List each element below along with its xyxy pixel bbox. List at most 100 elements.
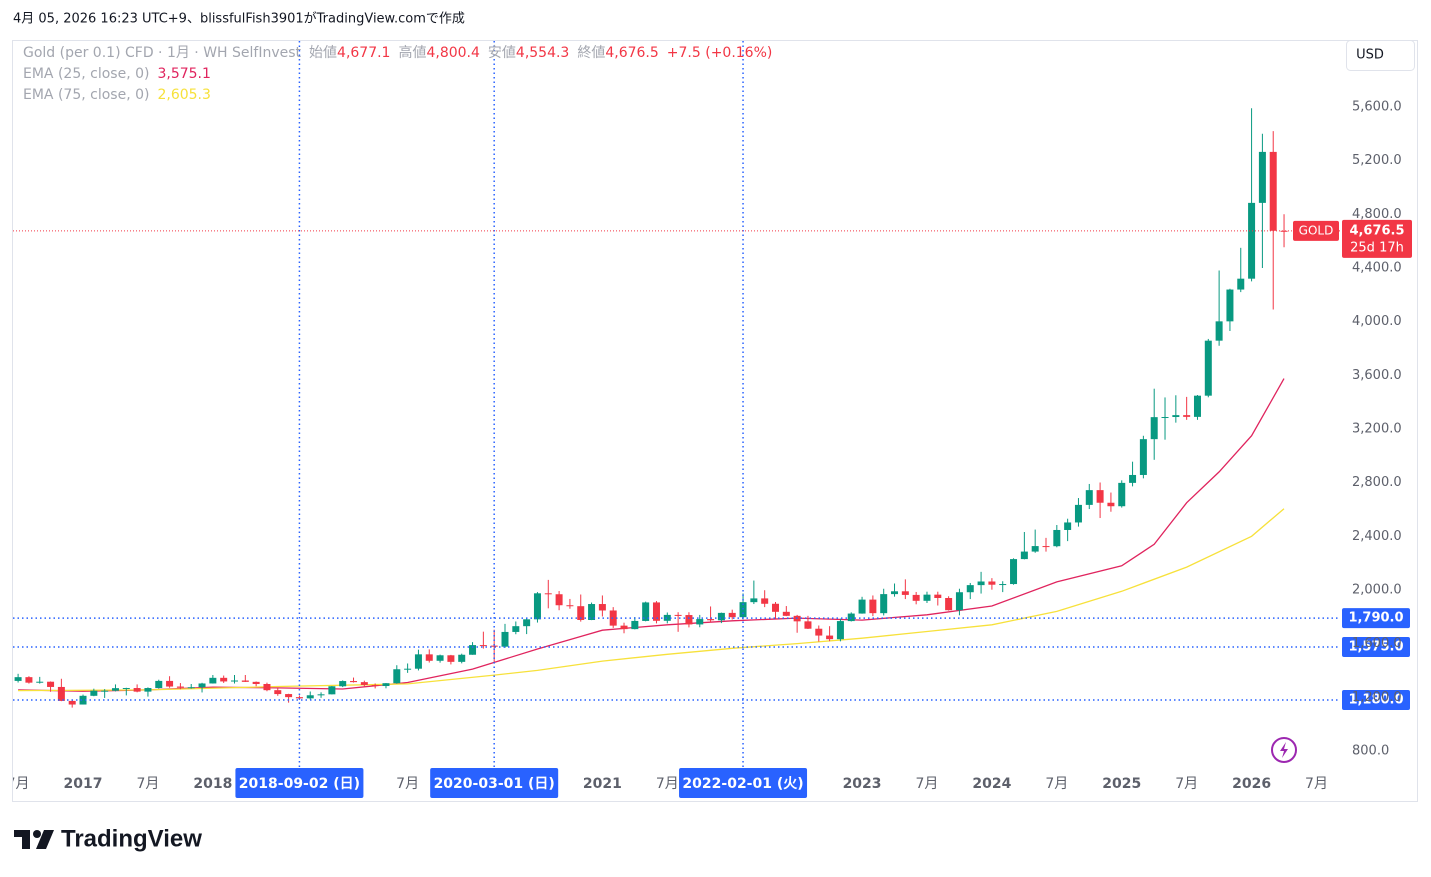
price-label: 1,790.0: [1348, 611, 1403, 626]
candle-body: [1269, 151, 1277, 231]
candle-body: [923, 594, 931, 601]
header: 4月 05, 2026 16:23 UTC+9、blissfulFish3901…: [13, 12, 465, 27]
candle-body: [231, 680, 238, 682]
candle-body: [674, 614, 682, 616]
date-label-box: [679, 768, 808, 798]
legend-row: EMA (75, close, 0) 2,605.3: [23, 87, 211, 103]
y-tick-label: 4,800.0: [1352, 207, 1402, 222]
price-label-box: [1342, 608, 1410, 629]
candle-body: [274, 690, 282, 695]
x-tick-label: 7月: [656, 776, 679, 792]
ema-line: [18, 378, 1285, 692]
candle-body: [588, 604, 596, 621]
x-tick-label: 2017: [64, 776, 103, 792]
candle-body: [988, 581, 996, 585]
candle-body: [57, 686, 65, 701]
candle-body: [295, 697, 303, 699]
candle-body: [414, 654, 422, 669]
candle-body: [469, 645, 477, 655]
candle-body: [241, 680, 249, 682]
candle-body: [1150, 417, 1158, 440]
candle-body: [1258, 151, 1266, 203]
candle-body: [512, 626, 520, 632]
candle-body: [847, 613, 855, 622]
y-tick-label: 3,600.0: [1352, 368, 1402, 383]
candle-body: [728, 612, 736, 618]
y-tick-label: 1,200.0: [1352, 690, 1402, 705]
logo-shape: [14, 830, 30, 849]
y-tick-label: 2,400.0: [1352, 529, 1402, 544]
candle-body: [25, 677, 33, 683]
candle-body: [761, 598, 769, 604]
legend-change: +7.5 (+0.16%): [667, 45, 773, 61]
candle-body: [122, 688, 130, 690]
candle-body: [133, 688, 141, 692]
candle-body: [1020, 551, 1028, 560]
candle-body: [425, 654, 433, 661]
plot-area: [14, 108, 1288, 708]
currency[interactable]: USD: [1356, 48, 1384, 63]
logo: TradingView: [14, 825, 202, 852]
chart-frame: [12, 40, 1418, 802]
candle-body: [1139, 439, 1147, 475]
x-tick-label: 7月: [1175, 776, 1198, 792]
candle-body: [306, 695, 314, 699]
candle-body: [1226, 289, 1234, 322]
currency-button[interactable]: [1346, 40, 1415, 71]
candle-body: [393, 669, 401, 684]
y-tick-label: 800.0: [1352, 743, 1389, 758]
candle-body: [685, 615, 693, 625]
legend-name: EMA (75, close, 0): [23, 87, 149, 103]
candle-body: [1085, 490, 1093, 505]
candle-body: [1280, 230, 1288, 232]
logo-dot: [33, 830, 41, 838]
candle-body: [1183, 415, 1191, 417]
candle-body: [1064, 522, 1072, 530]
countdown: 25d 17h: [1350, 240, 1404, 255]
flash-circle[interactable]: [1271, 737, 1297, 763]
legend-value: 2,605.3: [157, 87, 210, 103]
candle-body: [371, 684, 379, 687]
candle-body: [609, 610, 617, 626]
candle-body: [79, 695, 87, 705]
overlay: 1,790.0 1,575.0 1,180.0 2018-09-02 (日) 2020-…: [13, 41, 1412, 798]
last-price-label: 4,676.5: [1349, 223, 1404, 238]
candle-body: [436, 655, 444, 661]
candle-body: [1074, 504, 1082, 523]
legend-value: 4,677.1: [337, 45, 390, 61]
date-label: 2020-03-01 (日): [434, 776, 555, 792]
candle-body: [1118, 482, 1126, 507]
price-label-box: [1342, 689, 1410, 710]
price-label-box: [1342, 636, 1410, 657]
legend-key: 始値: [309, 45, 337, 61]
candle-body: [176, 686, 184, 688]
flash-bolt[interactable]: [1280, 742, 1288, 758]
candle-body: [566, 605, 574, 607]
candle-body: [815, 628, 823, 636]
candle-body: [350, 681, 358, 683]
y-tick-label: 1,600.0: [1352, 636, 1402, 651]
candle-body: [382, 683, 390, 687]
candle-body: [577, 606, 585, 621]
legend-key: 安値: [488, 45, 516, 61]
symbol-box: [1293, 220, 1339, 241]
candle-body: [263, 683, 271, 691]
candle-body: [663, 614, 671, 621]
candle-body: [36, 681, 44, 683]
candle-body: [1053, 529, 1061, 547]
candle-body: [14, 677, 22, 681]
x-tick-label: 2026: [1232, 776, 1271, 792]
candle-body: [209, 677, 217, 684]
candle-body: [447, 655, 455, 662]
flash-icon[interactable]: [1271, 737, 1297, 763]
candle-body: [360, 682, 368, 685]
candle-body: [252, 681, 260, 684]
candle-body: [891, 591, 899, 595]
legend-row: EMA (25, close, 0) 3,575.1: [23, 66, 211, 82]
candle-body: [1248, 202, 1256, 279]
x-tick-label: 7月: [136, 776, 159, 792]
candle-body: [68, 700, 76, 705]
y-tick-label: 3,200.0: [1352, 421, 1402, 436]
y-tick-label: 2,800.0: [1352, 475, 1402, 490]
